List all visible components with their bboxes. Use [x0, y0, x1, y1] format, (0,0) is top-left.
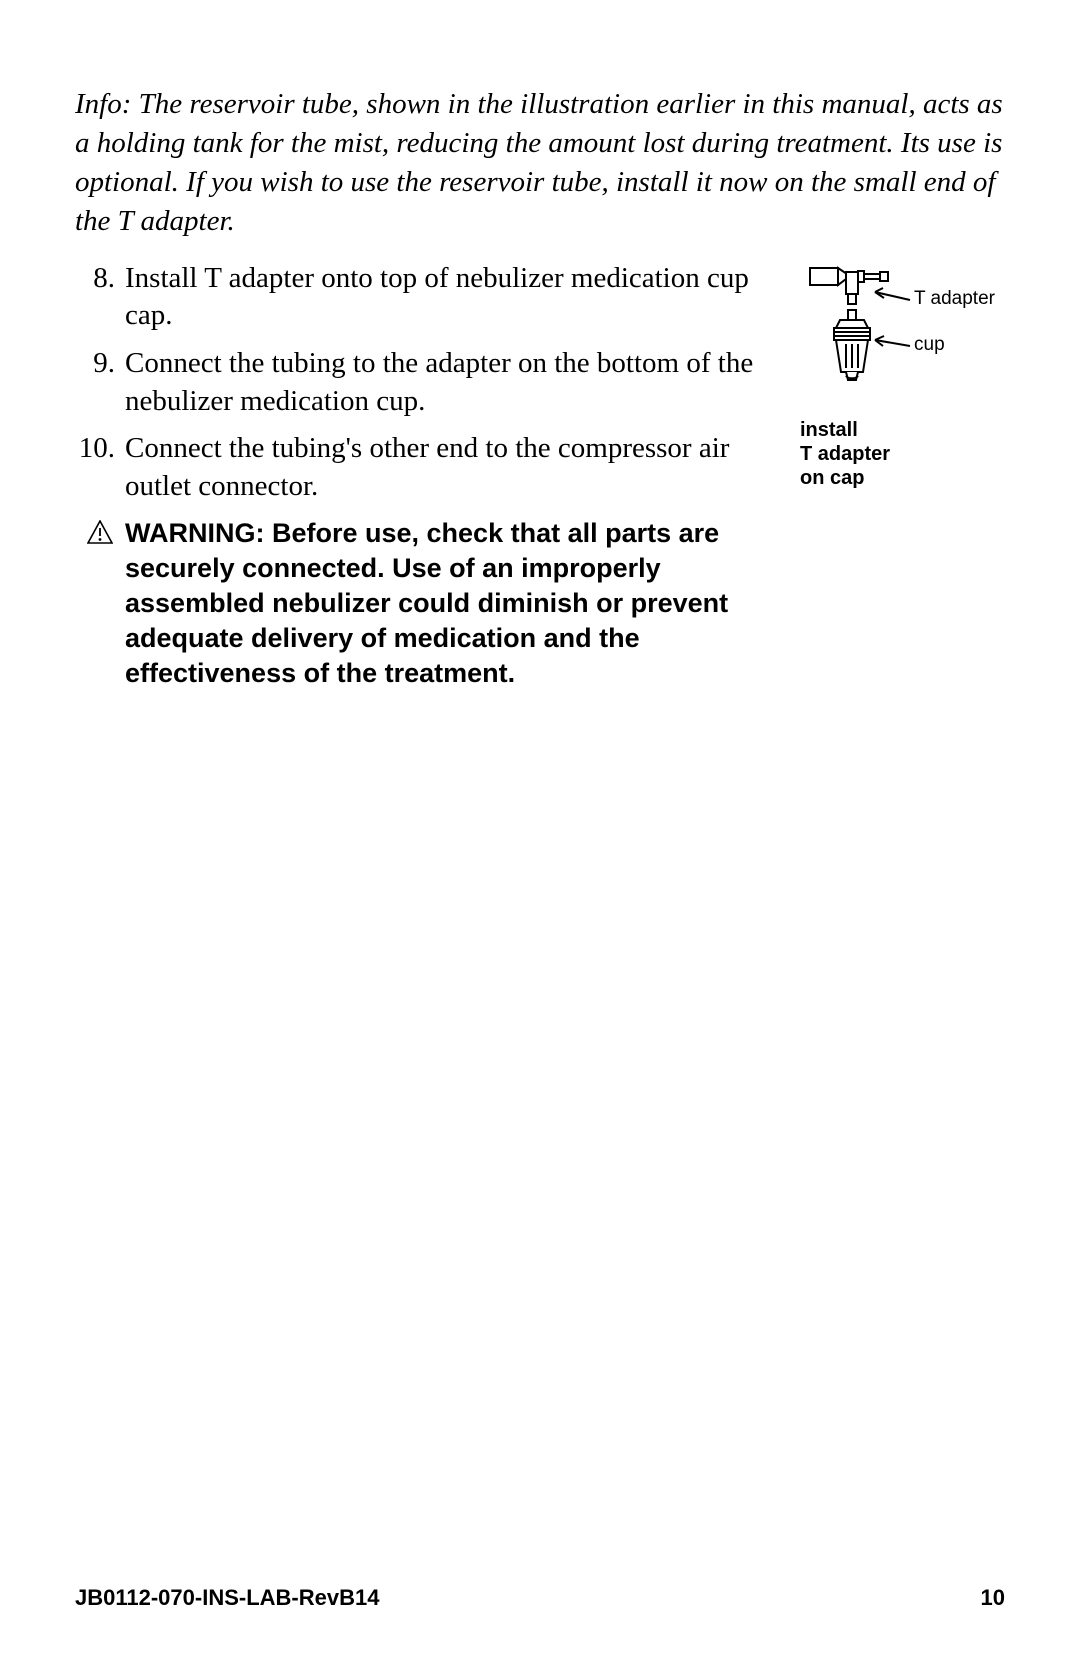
- step-number: 8.: [75, 260, 125, 335]
- caption-line: on cap: [800, 466, 1005, 490]
- step-text: Connect the tubing's other end to the co…: [125, 430, 780, 505]
- step-text: Connect the tubing to the adapter on the…: [125, 345, 780, 420]
- warning-block: WARNING: Before use, check that all part…: [75, 516, 780, 691]
- steps-column: 8. Install T adapter onto top of nebuliz…: [75, 260, 780, 692]
- step-item: 10. Connect the tubing's other end to th…: [75, 430, 780, 505]
- step-item: 9. Connect the tubing to the adapter on …: [75, 345, 780, 420]
- label-cup: cup: [914, 334, 945, 355]
- nebulizer-diagram-icon: T adapter: [790, 262, 1005, 407]
- caption-line: install: [800, 418, 1005, 442]
- step-item: 8. Install T adapter onto top of nebuliz…: [75, 260, 780, 335]
- doc-id: JB0112-070-INS-LAB-RevB14: [75, 1585, 379, 1611]
- illustration-column: T adapter: [790, 260, 1005, 692]
- content-wrap: 8. Install T adapter onto top of nebuliz…: [75, 260, 1005, 692]
- step-number: 10.: [75, 430, 125, 505]
- step-text: Install T adapter onto top of nebulizer …: [125, 260, 780, 335]
- info-paragraph: Info: The reservoir tube, shown in the i…: [75, 85, 1005, 242]
- step-number: 9.: [75, 345, 125, 420]
- warning-prefix: WARNING:: [125, 518, 272, 548]
- illustration-caption: install T adapter on cap: [800, 418, 1005, 490]
- step-list: 8. Install T adapter onto top of nebuliz…: [75, 260, 780, 506]
- label-t-adapter: T adapter: [914, 288, 996, 309]
- warning-text: WARNING: Before use, check that all part…: [125, 516, 780, 691]
- page-footer: JB0112-070-INS-LAB-RevB14 10: [75, 1585, 1005, 1611]
- page-number: 10: [981, 1585, 1005, 1611]
- caption-line: T adapter: [800, 442, 1005, 466]
- warning-icon: [75, 516, 125, 691]
